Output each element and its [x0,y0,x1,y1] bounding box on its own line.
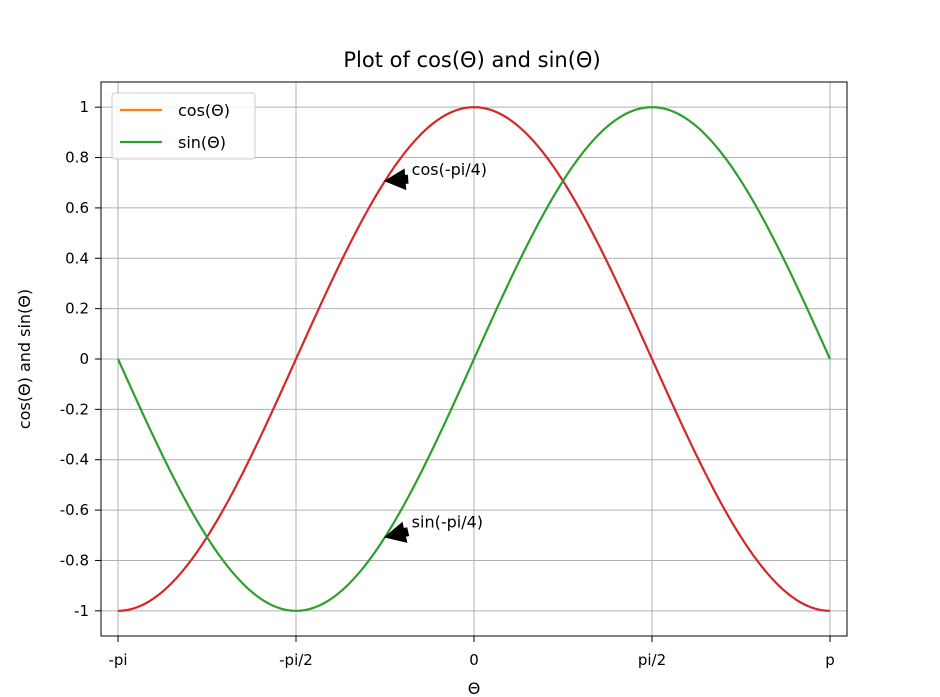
y-tick-label: 0 [79,350,89,368]
annotation-label: sin(-pi/4) [412,513,483,532]
axis-ticks: -pi -pi/2 0 pi/2 p 1 0.8 0.6 0.4 0.2 0 -0.2 -0.4 -0.6… [60,98,835,669]
y-tick-label: -0.2 [60,400,89,418]
y-tick-label: 1 [79,98,89,116]
x-tick-label: 0 [469,651,479,669]
x-axis-label: Θ [468,679,481,697]
series-line-sin [116,106,832,612]
x-tick-label: -pi/2 [279,651,313,669]
chart-title: Plot of cos(Θ) and sin(Θ) [343,48,600,72]
annotations: cos(-pi/4) sin(-pi/4) [383,160,487,543]
legend-label-sin: sin(Θ) [178,133,226,152]
annotation-arrow [383,521,410,543]
legend: cos(Θ) sin(Θ) [111,92,256,160]
y-tick-label: 0.2 [65,300,89,318]
y-tick-label: -0.6 [60,501,89,519]
annotation-arrow [383,168,409,191]
y-tick-label: 0.8 [65,149,89,167]
y-tick-label: -0.8 [60,551,89,569]
legend-label-cos: cos(Θ) [178,101,230,120]
annotation-label: cos(-pi/4) [412,160,487,179]
x-tick-label: pi/2 [638,651,666,669]
series-lines [116,106,832,612]
y-tick-label: 0.4 [65,249,89,267]
y-axis-label: cos(Θ) and sin(Θ) [15,289,34,429]
y-tick-label: -0.4 [60,451,89,469]
y-tick-label: 0.6 [65,199,89,217]
series-line-cos [117,106,831,612]
x-tick-label: -pi [108,651,127,669]
y-tick-label: -1 [74,602,89,620]
x-tick-label: p [825,651,835,669]
